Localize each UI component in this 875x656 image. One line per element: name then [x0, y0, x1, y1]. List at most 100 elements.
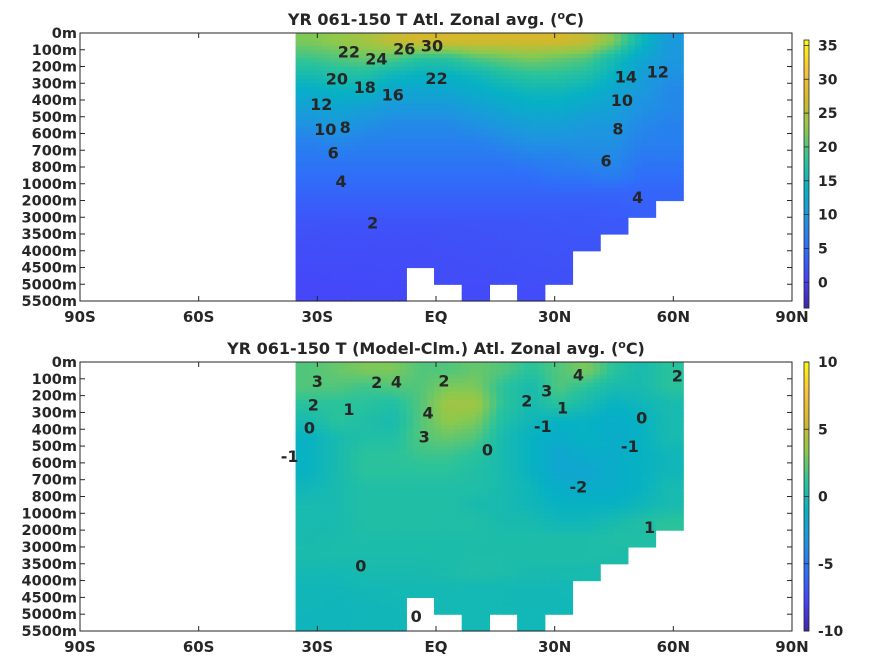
heatmap-cell	[344, 225, 352, 231]
heatmap-cell	[662, 45, 670, 51]
heatmap-cell	[295, 70, 304, 76]
heatmap-cell	[316, 471, 324, 477]
heatmap-cell	[572, 79, 580, 84]
heatmap-cell	[302, 204, 311, 210]
heatmap-cell	[614, 108, 622, 114]
heatmap-cell	[309, 175, 317, 181]
heatmap-cell	[475, 387, 484, 393]
heatmap-cell	[572, 467, 580, 472]
heatmap-cell	[607, 366, 615, 372]
heatmap-cell	[662, 66, 670, 72]
heatmap-cell	[392, 70, 401, 76]
heatmap-cell	[323, 62, 331, 68]
heatmap-cell	[337, 120, 345, 126]
heatmap-cell	[503, 49, 511, 55]
heatmap-cell	[524, 271, 532, 277]
heatmap-cell	[496, 95, 504, 101]
heatmap-cell	[447, 458, 456, 464]
heatmap-cell	[655, 37, 664, 42]
heatmap-cell	[406, 158, 414, 164]
heatmap-cell	[676, 112, 684, 118]
heatmap-cell	[378, 362, 387, 367]
heatmap-cell	[551, 137, 560, 143]
heatmap-cell	[350, 383, 359, 388]
heatmap-cell	[350, 378, 359, 384]
heatmap-cell	[323, 441, 331, 447]
heatmap-cell	[634, 91, 643, 97]
heatmap-cell	[330, 275, 338, 281]
heatmap-cell	[461, 441, 470, 447]
heatmap-cell	[337, 158, 345, 164]
heatmap-cell	[440, 374, 449, 380]
heatmap-cell	[607, 171, 615, 176]
heatmap-cell	[510, 158, 518, 164]
heatmap-cell	[427, 370, 435, 376]
heatmap-cell	[489, 374, 497, 380]
heatmap-cell	[447, 183, 456, 189]
heatmap-cell	[357, 370, 366, 376]
heatmap-cell	[517, 74, 525, 80]
heatmap-cell	[392, 462, 401, 468]
heatmap-cell	[337, 53, 345, 59]
heatmap-cell	[295, 100, 304, 105]
heatmap-cell	[461, 263, 470, 269]
heatmap-cell	[302, 234, 311, 239]
heatmap-cell	[447, 87, 456, 93]
heatmap-cell	[330, 229, 338, 235]
heatmap-cell	[454, 196, 463, 202]
heatmap-cell	[385, 412, 394, 418]
heatmap-cell	[593, 366, 601, 372]
heatmap-cell	[461, 234, 470, 239]
heatmap-cell	[544, 234, 553, 239]
heatmap-cell	[620, 53, 629, 59]
heatmap-cell	[586, 45, 594, 51]
heatmap-cell	[524, 225, 532, 231]
heatmap-cell	[302, 254, 311, 260]
heatmap-cell	[662, 58, 670, 63]
heatmap-cell	[316, 104, 324, 109]
heatmap-cell	[496, 100, 504, 105]
heatmap-cell	[337, 267, 345, 273]
heatmap-cell	[454, 225, 463, 231]
heatmap-cell	[461, 154, 470, 160]
heatmap-cell	[364, 399, 373, 405]
heatmap-cell	[371, 162, 380, 168]
heatmap-cell	[454, 362, 463, 367]
heatmap-cell	[579, 416, 587, 422]
heatmap-cell	[537, 416, 546, 422]
heatmap-cell	[371, 37, 380, 42]
heatmap-cell	[350, 280, 359, 285]
heatmap-cell	[323, 242, 331, 248]
heatmap-cell	[427, 441, 435, 447]
heatmap-cell	[344, 150, 352, 156]
heatmap-cell	[634, 420, 643, 426]
heatmap-cell	[558, 208, 567, 214]
heatmap-cell	[503, 475, 511, 481]
heatmap-cell	[544, 362, 553, 367]
heatmap-cell	[468, 91, 477, 97]
heatmap-cell	[413, 250, 421, 256]
heatmap-cell	[517, 284, 525, 290]
heatmap-cell	[337, 217, 345, 223]
heatmap-cell	[440, 187, 449, 193]
heatmap-cell	[420, 91, 428, 97]
heatmap-cell	[544, 187, 553, 193]
heatmap-cell	[655, 100, 664, 105]
heatmap-cell	[537, 462, 546, 468]
heatmap-cell	[537, 437, 546, 443]
heatmap-cell	[634, 450, 643, 456]
heatmap-cell	[337, 246, 345, 252]
heatmap-cell	[309, 217, 317, 223]
heatmap-cell	[551, 471, 560, 477]
heatmap-cell	[537, 167, 546, 172]
heatmap-cell	[627, 53, 636, 59]
heatmap-cell	[544, 374, 553, 380]
heatmap-cell	[357, 408, 366, 414]
heatmap-cell	[537, 141, 546, 147]
colorbar-segment	[804, 160, 809, 165]
heatmap-cell	[392, 58, 401, 63]
heatmap-cell	[378, 254, 387, 260]
heatmap-cell	[434, 95, 442, 101]
heatmap-cell	[468, 213, 477, 218]
heatmap-cell	[434, 41, 442, 47]
